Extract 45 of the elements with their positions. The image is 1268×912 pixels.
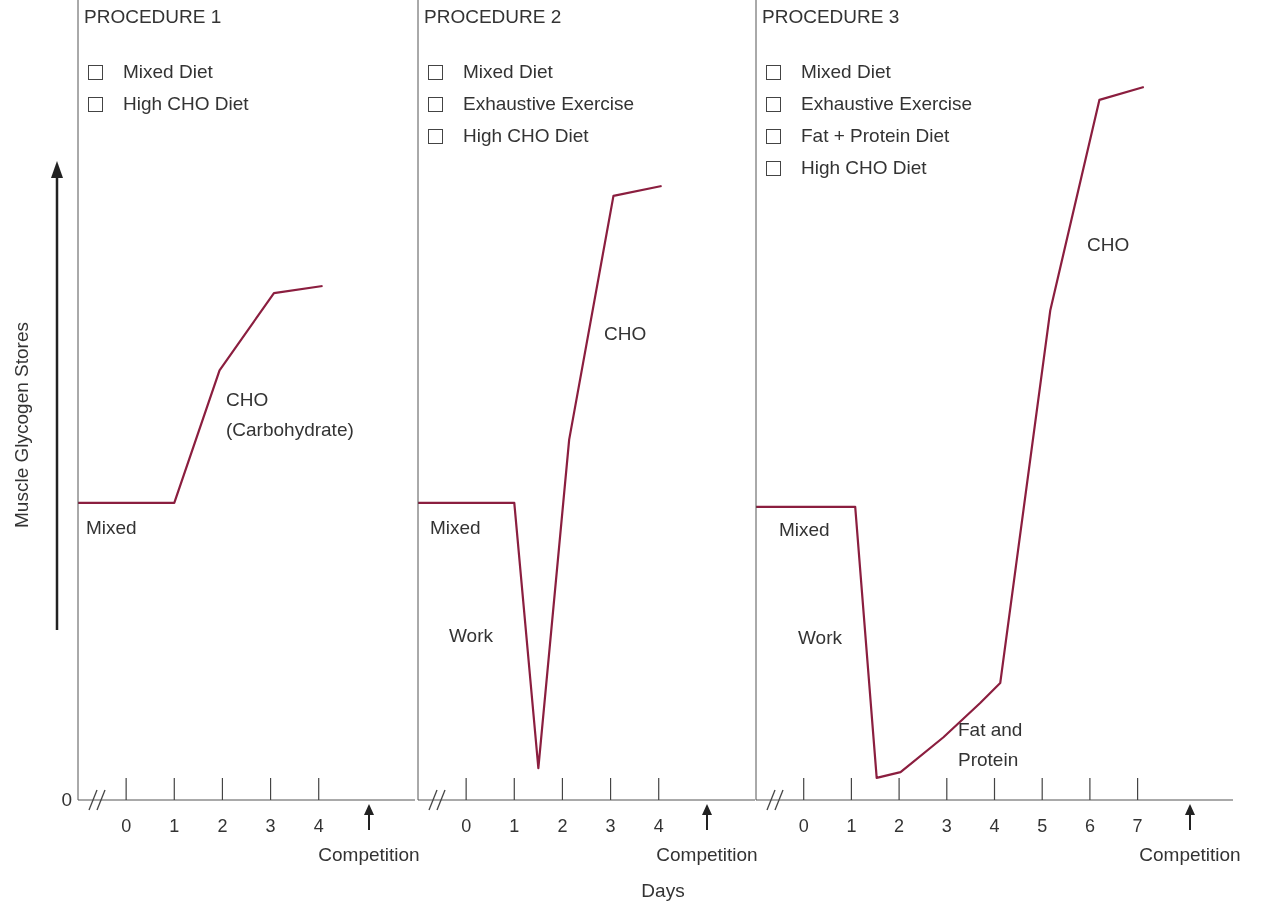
x-tick-label: 6 [1084, 816, 1095, 836]
text: Competition [318, 843, 420, 867]
text: Competition [1139, 843, 1241, 867]
chart-title: PROCEDURE 2 [424, 6, 562, 28]
x-tick-label: 4 [653, 816, 664, 836]
x-tick-label: 4 [989, 816, 1000, 836]
annotation: Exhaustive Exercise [801, 93, 973, 115]
x-tick-label: 1 [509, 816, 520, 836]
text: Mixed Diet [801, 61, 891, 83]
annotation: Fat and Protein [958, 718, 1023, 772]
text: High CHO Diet [463, 125, 589, 147]
x-tick-label: 0 [798, 816, 809, 836]
x-tick-label: 2 [217, 816, 228, 836]
text: Exhaustive Exercise [463, 93, 635, 115]
x-tick-label: 3 [265, 816, 276, 836]
chart-title: PROCEDURE 1 [84, 6, 222, 28]
text: Competition [656, 843, 758, 867]
annotation: Mixed [430, 516, 481, 540]
annotation: Fat + Protein Diet [801, 125, 950, 147]
annotation: Mixed [86, 516, 137, 540]
x-tick-label: 2 [557, 816, 568, 836]
annotation: CHO [604, 322, 647, 346]
text: 0 [61, 788, 72, 812]
x-tick-label: 0 [461, 816, 472, 836]
annotation: Mixed [779, 518, 830, 542]
x-tick-label: 4 [313, 816, 324, 836]
x-tick-label: 5 [1037, 816, 1048, 836]
x-tick-label: 0 [121, 816, 132, 836]
text: High CHO Diet [123, 93, 249, 115]
x-tick-label: 3 [605, 816, 616, 836]
x-tick-label: 1 [169, 816, 180, 836]
annotation: High CHO Diet [801, 157, 927, 179]
x-tick-label: 2 [894, 816, 905, 836]
annotation: Work [798, 626, 842, 650]
text: Mixed Diet [123, 61, 213, 83]
x-tick-label: 7 [1132, 816, 1143, 836]
x-tick-label: 3 [941, 816, 952, 836]
y-axis-title: Muscle Glycogen Stores [11, 322, 33, 528]
annotation: CHO (Carbohydrate) [226, 388, 354, 442]
x-axis-title: Days [641, 880, 685, 902]
x-tick-label: 1 [846, 816, 857, 836]
text: Mixed Diet [463, 61, 553, 83]
annotation: CHO [1087, 233, 1130, 257]
chart-title: PROCEDURE 3 [762, 6, 900, 28]
annotation: Work [449, 624, 493, 648]
